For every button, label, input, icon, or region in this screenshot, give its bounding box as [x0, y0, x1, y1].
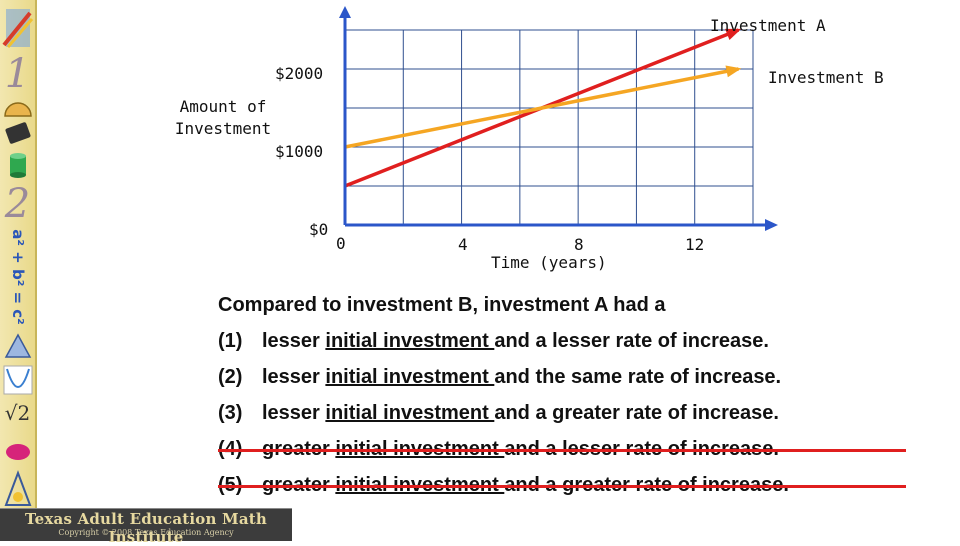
chart-axes	[339, 6, 778, 231]
triangle-icon	[0, 332, 35, 360]
protractor-icon	[0, 94, 35, 120]
parabola-graph-icon	[0, 364, 35, 396]
decorative-sidebar: 1 2 a² + b² = c² √2	[0, 0, 37, 510]
option-text: lesser	[262, 402, 326, 424]
y-axis-title: Amount of Investment	[174, 97, 272, 138]
option-text: and the same rate of increase.	[494, 366, 782, 388]
series-arrowhead-investment-b	[725, 65, 742, 78]
chart-grid	[344, 29, 754, 226]
x-tick-label: 4	[458, 235, 468, 254]
square-root-icon: √2	[4, 401, 31, 425]
answer-option[interactable]: (2) lesser initial investment and the sam…	[218, 363, 789, 399]
option-number: (2)	[218, 366, 243, 388]
y-tick-label: $2000	[275, 64, 324, 83]
option-text: and a lesser rate of increase.	[494, 330, 769, 352]
series-line-investment-b	[344, 67, 739, 149]
option-text: and a greater rate of increase.	[494, 402, 779, 424]
option-number: (3)	[218, 402, 243, 424]
calculator-icon	[0, 120, 35, 146]
series-label-investment-b: Investment B	[768, 68, 884, 87]
option-text: lesser	[262, 366, 326, 388]
answer-option[interactable]: (4)greater initial investment and a less…	[218, 435, 906, 471]
footer-banner: Texas Adult Education Math Institute Cop…	[0, 508, 292, 546]
digit-one-icon: 1	[4, 51, 31, 97]
option-underlined-text: initial investment	[325, 366, 495, 388]
x-axis-arrow	[765, 219, 778, 231]
y-tick-label: $0	[309, 220, 329, 239]
cylinder-icon	[0, 150, 35, 180]
digit-two-icon: 2	[4, 181, 31, 227]
pencil-icon	[0, 4, 35, 52]
investment-line-chart	[339, 6, 778, 231]
answer-option[interactable]: (3) lesser initial investment and a great…	[218, 399, 789, 435]
geometry-tools-icon	[0, 468, 35, 508]
answer-option[interactable]: (5)greater initial investment and a grea…	[218, 471, 906, 507]
chart-series	[344, 28, 742, 188]
y-axis-arrow	[339, 6, 351, 18]
option-underlined-text: initial investment	[325, 330, 495, 352]
strikethrough-line	[218, 485, 906, 488]
x-tick-label: 12	[685, 235, 705, 254]
answer-option[interactable]: (1) lesser initial investment and a lesse…	[218, 327, 789, 363]
strikethrough-line	[218, 449, 906, 452]
footer-copyright: Copyright © 2008 Texas Education Agency	[58, 528, 234, 537]
series-label-investment-a: Investment A	[710, 16, 826, 35]
question-block: Compared to investment B, investment A h…	[218, 291, 906, 507]
series-arrowhead-investment-a	[725, 28, 742, 41]
question-prompt: Compared to investment B, investment A h…	[218, 294, 666, 316]
x-axis-title: Time (years)	[491, 253, 607, 272]
option-text: lesser	[262, 330, 326, 352]
y-tick-label: $1000	[275, 142, 324, 161]
option-underlined-text: initial investment	[325, 402, 495, 424]
ellipse-icon	[0, 438, 35, 466]
option-number: (1)	[218, 330, 243, 352]
x-tick-label: 0	[336, 234, 346, 253]
x-tick-label: 8	[574, 235, 584, 254]
